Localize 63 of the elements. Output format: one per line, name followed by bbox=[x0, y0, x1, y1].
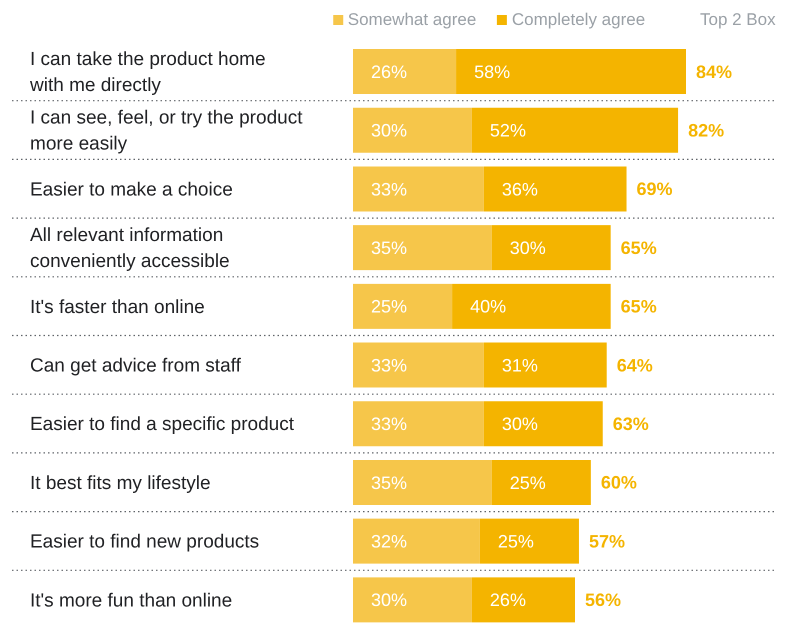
total-label: 65% bbox=[620, 238, 657, 258]
total-label: 63% bbox=[612, 414, 649, 434]
y-tick-label: It best fits my lifestyle bbox=[30, 472, 211, 494]
legend-label: Somewhat agree bbox=[348, 10, 476, 30]
bar bbox=[353, 225, 492, 270]
total-label: 60% bbox=[600, 472, 637, 493]
y-tick-label: I can see, feel, or try the product more easily bbox=[30, 108, 304, 155]
data-label: 40% bbox=[470, 296, 506, 317]
bar bbox=[353, 518, 480, 564]
data-label: 35% bbox=[371, 472, 408, 493]
data-label: 35% bbox=[371, 238, 408, 258]
bar bbox=[484, 166, 627, 212]
bar bbox=[452, 284, 611, 329]
data-label: 26% bbox=[371, 62, 408, 82]
bar bbox=[353, 460, 492, 505]
data-label: 30% bbox=[510, 238, 546, 258]
data-label: 33% bbox=[371, 355, 408, 376]
y-tick-label: Easier to make a choice bbox=[30, 179, 233, 200]
bar bbox=[353, 108, 472, 153]
data-label: 25% bbox=[510, 472, 546, 493]
y-tick-label: I can take the product home with me directly bbox=[29, 49, 266, 96]
text: Top 2 Box bbox=[700, 10, 776, 30]
bar bbox=[353, 166, 484, 212]
data-label: 30% bbox=[502, 414, 538, 434]
total-label: 82% bbox=[688, 120, 724, 141]
total-label: 56% bbox=[585, 590, 622, 610]
data-label: 25% bbox=[498, 532, 534, 552]
total-label: 57% bbox=[588, 531, 625, 552]
bar bbox=[480, 518, 579, 564]
data-label: 30% bbox=[371, 590, 408, 610]
legend-label: Completely agree bbox=[512, 10, 646, 30]
y-tick-label: It's more fun than online bbox=[30, 590, 232, 612]
y-tick-label: It's faster than online bbox=[30, 296, 205, 318]
y-tick-label: Easier to find new products bbox=[30, 532, 260, 553]
bar bbox=[484, 401, 603, 446]
y-tick-label: All relevant information conveniently accessible bbox=[30, 225, 230, 272]
data-label: 31% bbox=[502, 355, 538, 376]
data-label: 58% bbox=[474, 62, 510, 82]
data-label: 33% bbox=[371, 414, 408, 434]
bar bbox=[456, 49, 686, 94]
y-tick-label: Easier to find a specific product bbox=[30, 414, 295, 436]
total-label: 84% bbox=[696, 62, 732, 82]
bar bbox=[472, 108, 678, 153]
bar bbox=[492, 225, 611, 270]
total-label: 69% bbox=[636, 179, 673, 200]
total-label: 65% bbox=[620, 296, 657, 317]
y-tick-label: Can get advice from staff bbox=[30, 356, 242, 376]
data-label: 33% bbox=[371, 179, 408, 200]
bar bbox=[353, 401, 484, 446]
data-label: 25% bbox=[371, 296, 408, 317]
data-label: 32% bbox=[371, 532, 408, 552]
bar bbox=[492, 460, 591, 505]
bar bbox=[472, 577, 575, 622]
data-label: 52% bbox=[490, 120, 526, 141]
bar bbox=[353, 284, 452, 329]
bar bbox=[353, 342, 484, 388]
data-label: 30% bbox=[371, 120, 408, 141]
bar bbox=[353, 49, 456, 94]
total-label: 64% bbox=[616, 355, 653, 376]
bar bbox=[353, 577, 472, 622]
data-label: 36% bbox=[502, 179, 538, 200]
data-label: 26% bbox=[490, 590, 526, 610]
bar bbox=[484, 342, 607, 388]
